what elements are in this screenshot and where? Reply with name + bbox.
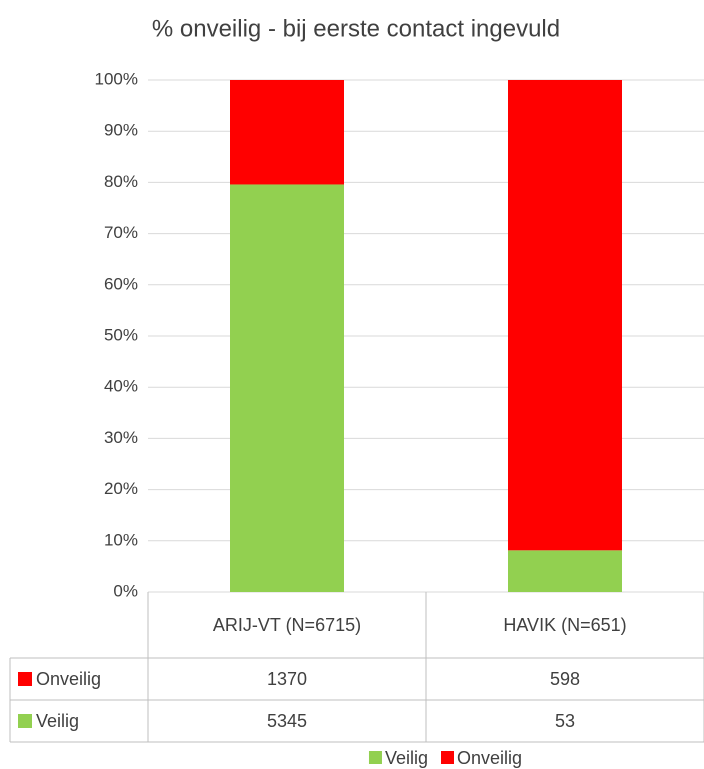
table-series-name: Veilig [36, 711, 79, 731]
bar-segment [508, 80, 622, 551]
table-value: 598 [550, 669, 580, 689]
legend-label: Veilig [385, 748, 428, 768]
y-tick-label: 0% [113, 581, 138, 600]
y-tick-label: 40% [104, 377, 138, 396]
table-legend-key [18, 714, 32, 728]
y-tick-label: 20% [104, 479, 138, 498]
y-tick-label: 100% [95, 69, 138, 88]
table-value: 53 [555, 711, 575, 731]
bar-segment [230, 80, 344, 185]
x-tick-label-box: HAVIK (N=651) [503, 615, 627, 635]
y-tick-label: 60% [104, 274, 138, 293]
bar-segment [508, 550, 622, 592]
table-value: 5345 [267, 711, 307, 731]
chart-title: % onveilig - bij eerste contact ingevuld [152, 15, 560, 42]
x-tick-label: ARIJ-VT (N=6715) [212, 615, 362, 635]
x-tick-label-box: ARIJ-VT (N=6715) [212, 615, 362, 635]
y-tick-label: 90% [104, 121, 138, 140]
y-tick-label: 80% [104, 172, 138, 191]
y-tick-label: 70% [104, 223, 138, 242]
table-value: 1370 [267, 669, 307, 689]
y-tick-label: 50% [104, 325, 138, 344]
legend-key [368, 751, 382, 764]
table-legend-key [18, 672, 32, 686]
x-tick-label: HAVIK (N=651) [503, 615, 627, 635]
legend-key [441, 751, 454, 764]
legend: Veilig Onveilig [368, 748, 522, 768]
bar-segment [230, 184, 344, 592]
y-tick-label: 30% [104, 428, 138, 447]
y-tick-label: 10% [104, 530, 138, 549]
legend-label: Onveilig [457, 748, 522, 768]
table-series-name: Onveilig [36, 669, 101, 689]
